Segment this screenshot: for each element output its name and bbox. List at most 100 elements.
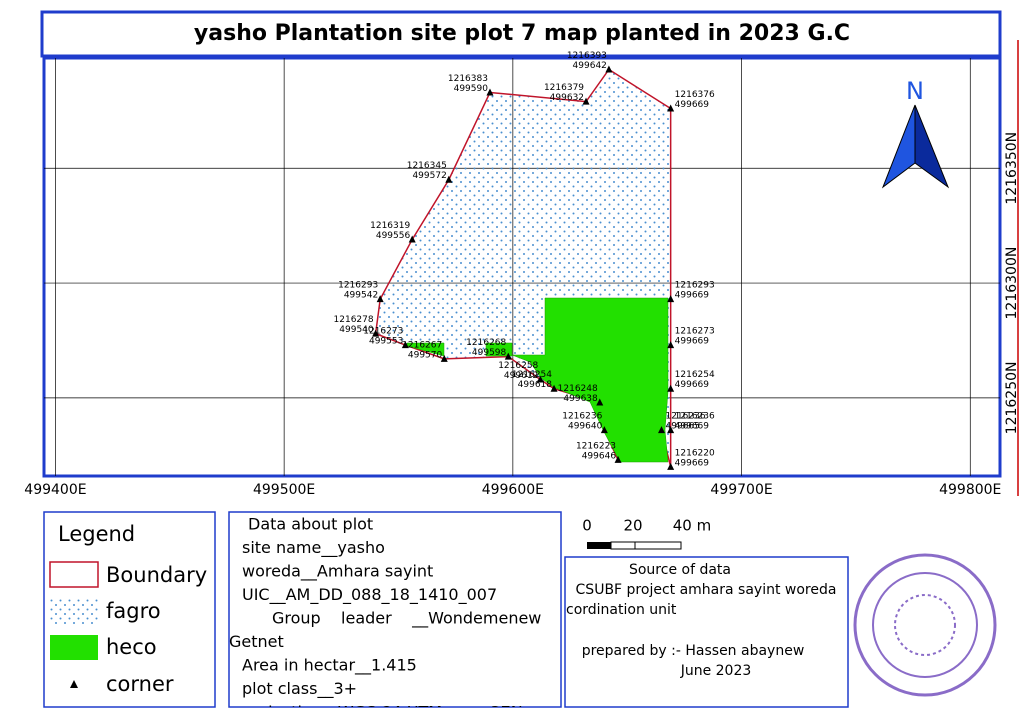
- north-arrow: N: [881, 77, 950, 189]
- title-box: [40, 10, 1002, 58]
- legend-item: Boundary: [106, 563, 207, 587]
- plot-info-line: Area in hectar__1.415: [242, 656, 417, 676]
- stamp-ring: [894, 594, 956, 656]
- corner-point: [582, 97, 590, 105]
- corner-point: [605, 65, 613, 73]
- x-tick-label: 499800E: [939, 482, 1001, 498]
- corner-easting: 499618: [518, 380, 553, 390]
- corner-northing: 1216273: [363, 327, 403, 337]
- corner-easting: 499640: [568, 422, 603, 432]
- plot-info-line: plot class__3+: [242, 679, 357, 699]
- corner-point: [667, 341, 675, 349]
- source-line: CSUBF project amhara sayint woreda: [576, 582, 837, 598]
- corner-easting: 499669: [675, 422, 710, 432]
- corner-point: [486, 88, 494, 96]
- corner-easting: 499570: [408, 350, 443, 360]
- plot-info-line: Group leader __Wondemenew: [272, 609, 541, 629]
- corner-northing: 1216236: [562, 412, 602, 422]
- corner-northing: 1216248: [558, 384, 598, 394]
- legend-swatch-corner: [70, 680, 78, 688]
- corner-northing: 1216268: [466, 338, 506, 348]
- corner-northing: 1216223: [576, 441, 616, 451]
- scale-label: 40 m: [673, 517, 711, 535]
- corner-point: [445, 175, 453, 183]
- scale-label: 20: [623, 517, 642, 535]
- corner-point: [667, 384, 675, 392]
- corner-point: [596, 398, 604, 406]
- corner-northing: 1216267: [402, 340, 442, 350]
- corner-northing: 1216376: [675, 90, 715, 100]
- legend-swatch-fagro: [50, 599, 98, 624]
- source-line: June 2023: [680, 663, 752, 679]
- corner-easting: 499632: [550, 93, 584, 103]
- corner-easting: 499556: [376, 231, 411, 241]
- corner-point: [536, 375, 544, 383]
- scale-seg: [610, 541, 636, 550]
- corner-easting: 499553: [369, 337, 403, 347]
- corner-easting: 499540: [339, 325, 374, 335]
- corner-point: [600, 426, 608, 434]
- corner-easting: 499572: [412, 171, 446, 181]
- corner-easting: 499638: [563, 394, 598, 404]
- legend-item: heco: [106, 635, 157, 659]
- corner-easting: 499590: [454, 84, 489, 94]
- legend-swatch-heco: [50, 635, 98, 660]
- north-label: N: [906, 77, 924, 105]
- corner-easting: 499669: [675, 337, 710, 347]
- corner-northing: 1216258: [498, 361, 538, 371]
- x-tick-label: 499600E: [482, 482, 544, 498]
- x-tick-label: 499500E: [253, 482, 315, 498]
- corner-point: [667, 426, 675, 434]
- corner-easting: 499669: [675, 458, 710, 468]
- heco-polygon: [485, 342, 513, 357]
- corner-northing: 1216293: [675, 281, 715, 291]
- corner-point: [550, 384, 558, 392]
- corner-northing: 1216273: [675, 327, 715, 337]
- legend-swatch-boundary: [49, 561, 99, 588]
- corner-easting: 499669: [675, 291, 710, 301]
- y-tick-label: 1216250N: [1004, 361, 1020, 434]
- scale-label: 0: [582, 517, 592, 535]
- corner-northing: 1216236: [666, 412, 706, 422]
- scale-bar: 0 20 40 m: [582, 517, 711, 550]
- legend-title: Legend: [58, 522, 135, 546]
- source-box: [564, 556, 849, 708]
- corner-easting: 499598: [472, 348, 507, 358]
- corner-easting: 499612: [504, 371, 538, 381]
- corner-point: [667, 462, 675, 470]
- corner-point: [667, 104, 675, 112]
- plot-info-box: [228, 511, 562, 708]
- x-tick-label: 499400E: [24, 482, 86, 498]
- stamp: [853, 553, 997, 697]
- stamp-ring: [872, 572, 978, 678]
- heco-polygon: [511, 297, 669, 463]
- corner-northing: 1216345: [407, 161, 447, 171]
- corner-northing: 1216254: [512, 370, 552, 380]
- source-line: cordination unit: [566, 602, 677, 618]
- corner-northing: 1216278: [334, 315, 374, 325]
- corner-northing: 1216383: [448, 74, 488, 84]
- corner-easting: 499669: [675, 380, 710, 390]
- plot-info-line: site name__yasho: [242, 538, 385, 558]
- corner-northing: 1216319: [370, 221, 410, 231]
- x-tick-label: 499700E: [710, 482, 772, 498]
- plot-info-line: woreda__Amhara sayint: [242, 562, 433, 582]
- plot-info-line: UIC__AM_DD_088_18_1410_007: [242, 585, 497, 605]
- plot-info-line: Data about plot: [248, 515, 373, 534]
- heco-area: [406, 297, 669, 463]
- corner-easting: 499642: [573, 61, 607, 71]
- corner-point: [658, 426, 666, 434]
- title: yasho Plantation site plot 7 map planted…: [194, 21, 850, 46]
- corner-point: [614, 455, 622, 463]
- corner-point: [440, 354, 448, 362]
- source-line: prepared by :- Hassen abaynew: [582, 643, 805, 659]
- corner-northing: 1216293: [338, 281, 378, 291]
- corner-northing: 1216220: [675, 448, 715, 458]
- corner-point: [376, 295, 384, 303]
- plot-info-line: Getnet: [229, 632, 284, 651]
- scale-seg: [634, 541, 682, 550]
- corner-easting: 499669: [675, 100, 710, 110]
- y-tick-label: 1216300N: [1004, 247, 1020, 320]
- stamp-ring: [853, 553, 997, 697]
